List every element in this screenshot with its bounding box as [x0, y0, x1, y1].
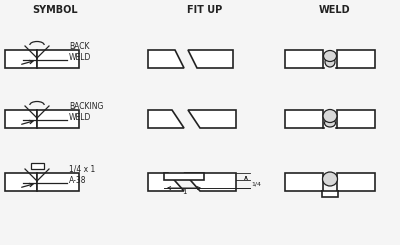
Text: 1/4 x 1
A-38: 1/4 x 1 A-38 [69, 165, 95, 185]
Text: 1: 1 [182, 189, 186, 195]
Bar [285, 50, 323, 68]
Bar [337, 173, 375, 191]
Bar [37, 110, 79, 128]
Polygon shape [148, 50, 184, 68]
Text: 1/4: 1/4 [251, 182, 261, 187]
Circle shape [325, 57, 335, 67]
Text: WELD: WELD [319, 5, 351, 15]
Text: BACKING
WELD: BACKING WELD [69, 102, 103, 122]
Text: SYMBOL: SYMBOL [32, 5, 78, 15]
Polygon shape [184, 173, 236, 191]
Polygon shape [188, 50, 233, 68]
Ellipse shape [322, 172, 338, 186]
Bar [337, 50, 375, 68]
Bar [337, 110, 375, 128]
Bar [31, 163, 44, 169]
Text: BACK
WELD: BACK WELD [69, 42, 91, 62]
Bar [37, 50, 79, 68]
Bar [285, 173, 323, 191]
Polygon shape [148, 173, 184, 191]
Ellipse shape [323, 110, 337, 122]
Bar [37, 173, 79, 191]
Bar [5, 50, 37, 68]
Ellipse shape [324, 119, 336, 127]
Bar [322, 191, 338, 197]
Text: FIT UP: FIT UP [187, 5, 223, 15]
Bar [164, 173, 204, 180]
Bar [5, 173, 37, 191]
Bar [285, 110, 323, 128]
Polygon shape [148, 110, 184, 128]
Bar [5, 110, 37, 128]
Polygon shape [188, 110, 236, 128]
Ellipse shape [324, 50, 336, 61]
